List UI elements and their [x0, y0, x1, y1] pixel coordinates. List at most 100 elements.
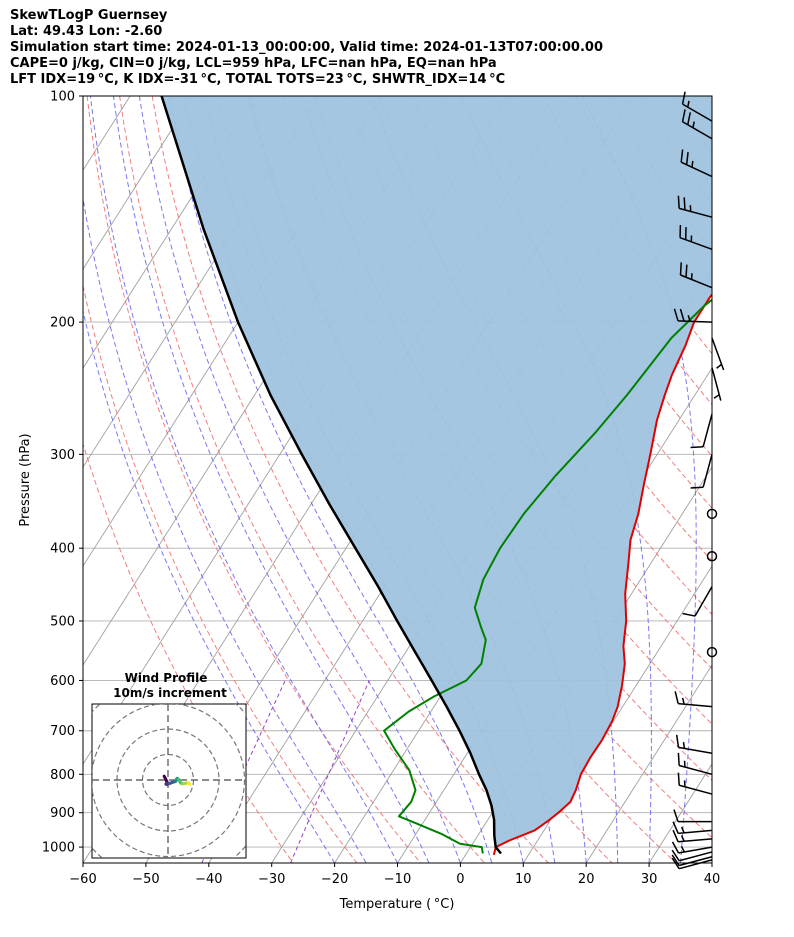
hodograph-plot-area	[92, 704, 246, 858]
barb-staff	[711, 337, 725, 371]
dry-adiabat	[739, 96, 794, 863]
wind-barb	[674, 691, 713, 708]
barb-flag	[671, 841, 680, 854]
dry-adiabat	[86, 96, 422, 863]
parcel-path-line	[160, 96, 502, 855]
barb-staff	[678, 702, 713, 708]
cin-shaded-area	[161, 96, 712, 848]
barb-flag	[687, 112, 692, 125]
calm-wind-circle	[706, 551, 718, 562]
moist-adiabat	[168, 96, 493, 863]
hodograph-subtitle: 10m/s increment	[113, 686, 227, 700]
wind-barb	[671, 857, 713, 870]
wind-barb	[671, 854, 713, 867]
wind-barb	[706, 551, 718, 562]
wind-barb	[679, 225, 713, 251]
wind-barb	[690, 413, 713, 449]
wind-barb	[677, 772, 713, 795]
isotherm-gridline	[585, 664, 712, 863]
x-tick-label: −40	[195, 872, 222, 887]
barb-half-flag	[691, 160, 694, 168]
moist-adiabat	[89, 96, 398, 863]
barb-half-flag	[713, 394, 720, 399]
hodograph-ring	[92, 704, 246, 858]
x-tick-label: −30	[258, 872, 285, 887]
barb-flag	[672, 829, 679, 843]
title-block: SkewTLogP Guernsey Lat: 49.43 Lon: -2.60…	[10, 8, 603, 88]
barb-flag	[674, 691, 679, 704]
y-tick-label: 500	[50, 614, 75, 629]
y-tick-label: 200	[50, 316, 75, 331]
wind-barb	[671, 849, 713, 862]
barb-flag	[671, 854, 680, 866]
barb-flag	[685, 152, 689, 165]
title-coordinates: Lat: 49.43 Lon: -2.60	[10, 24, 163, 39]
wind-barb	[711, 367, 722, 401]
dewpoint-line	[383, 298, 712, 854]
wind-barb	[672, 829, 713, 843]
x-tick-label: 0	[456, 872, 464, 887]
x-tick-label: −20	[321, 872, 348, 887]
hodograph-frame	[91, 703, 247, 859]
wind-barb	[675, 734, 713, 754]
wind-barb	[682, 586, 713, 617]
isotherm-gridline	[0, 96, 4, 863]
barb-flag	[671, 849, 680, 862]
barb-staff	[678, 851, 713, 862]
barb-flag	[677, 772, 680, 786]
barb-flag	[680, 149, 684, 163]
barb-half-flag	[681, 697, 685, 705]
x-tick-label: 20	[578, 872, 595, 887]
title-station: SkewTLogP Guernsey	[10, 8, 168, 23]
y-tick-label: 1000	[42, 841, 75, 856]
wind-barb	[706, 508, 718, 520]
barb-flag	[672, 821, 679, 834]
barb-flag	[681, 91, 686, 105]
barb-half-flag	[680, 846, 686, 853]
moist-adiabat	[461, 96, 652, 863]
barb-flag	[679, 308, 685, 322]
barb-flag	[673, 308, 679, 322]
calm-wind-circle	[706, 508, 718, 520]
barb-half-flag	[680, 826, 685, 834]
hodograph: Wind Profile 10m/s increment	[91, 671, 247, 859]
dry-adiabat	[83, 283, 358, 863]
barb-half-flag	[716, 363, 723, 369]
barb-half-flag	[687, 100, 690, 108]
wind-barb	[673, 308, 713, 323]
wind-barb	[680, 149, 713, 178]
barb-flag	[679, 262, 683, 276]
x-tick-label: −60	[69, 872, 96, 887]
barb-staff	[678, 784, 713, 795]
barb-flag	[690, 445, 704, 449]
wind-barbs	[671, 91, 725, 870]
profile-lines	[160, 96, 712, 856]
moist-adiabat	[83, 308, 336, 863]
barb-staff	[694, 586, 713, 617]
isotherm-gridline	[0, 96, 67, 863]
wind-barb	[671, 841, 713, 854]
moist-adiabat	[138, 96, 461, 863]
barb-staff	[678, 859, 713, 870]
y-tick-label: 900	[50, 806, 75, 821]
barb-staff	[702, 454, 713, 488]
y-axis-label: Pressure (hPa)	[18, 433, 33, 526]
moist-adiabat	[581, 96, 697, 863]
dry-adiabat	[119, 96, 485, 863]
barb-flag	[685, 264, 688, 278]
hodograph-title: Wind Profile	[125, 671, 208, 685]
x-tick-label: 40	[704, 872, 721, 887]
wind-barb	[711, 337, 725, 371]
wind-barb	[690, 454, 713, 489]
calm-wind-circle	[706, 646, 718, 658]
title-times: Simulation start time: 2024-01-13_00:00:…	[10, 40, 603, 55]
mixing-ratio-line	[290, 680, 370, 863]
x-tick-label: 10	[515, 872, 532, 887]
cape-cin-shading	[161, 96, 712, 848]
y-tick-label: 600	[50, 674, 75, 689]
barb-flag	[675, 734, 680, 748]
moist-adiabat	[83, 195, 367, 863]
barb-half-flag	[692, 121, 695, 128]
barb-flag	[671, 857, 680, 870]
